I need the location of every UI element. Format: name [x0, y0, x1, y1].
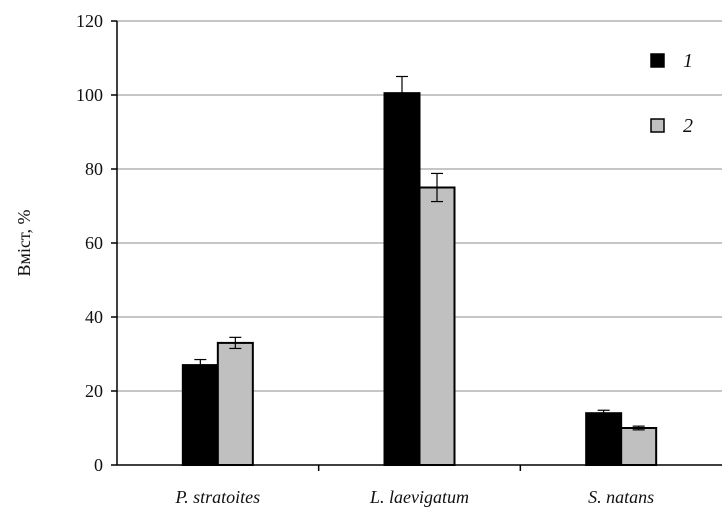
- y-axis-tick-labels: 0 20 40 60 80 100 120: [76, 11, 103, 475]
- y-tick-label: 120: [76, 11, 103, 31]
- y-tick-label: 60: [85, 233, 103, 253]
- bar-series-2: [216, 341, 254, 466]
- x-category-label: L. laevigatum: [369, 487, 469, 507]
- y-tick-label: 20: [85, 381, 103, 401]
- y-tick-label: 80: [85, 159, 103, 179]
- legend-swatch-2: [650, 118, 665, 133]
- x-category-label: S. natans: [588, 487, 654, 507]
- y-axis-title: Вміст, %: [14, 210, 34, 277]
- x-axis-ticks: [317, 465, 522, 471]
- y-tick-label: 0: [94, 455, 103, 475]
- y-tick-label: 40: [85, 307, 103, 327]
- bar-series-2: [418, 186, 456, 466]
- x-axis-category-labels: P. stratoites L. laevigatum S. natans: [174, 487, 654, 507]
- legend-label-1: 1: [683, 50, 693, 72]
- bar-series-2: [620, 427, 658, 466]
- bars: [181, 92, 658, 467]
- bar-series-1: [181, 364, 219, 467]
- legend: 12: [650, 50, 693, 137]
- error-bars: [194, 75, 645, 431]
- y-tick-label: 100: [76, 85, 103, 105]
- bar-series-1: [383, 92, 421, 467]
- legend-label-2: 2: [683, 115, 693, 137]
- bar-series-1: [585, 412, 623, 467]
- legend-swatch-1: [650, 53, 665, 68]
- x-category-label: P. stratoites: [174, 487, 260, 507]
